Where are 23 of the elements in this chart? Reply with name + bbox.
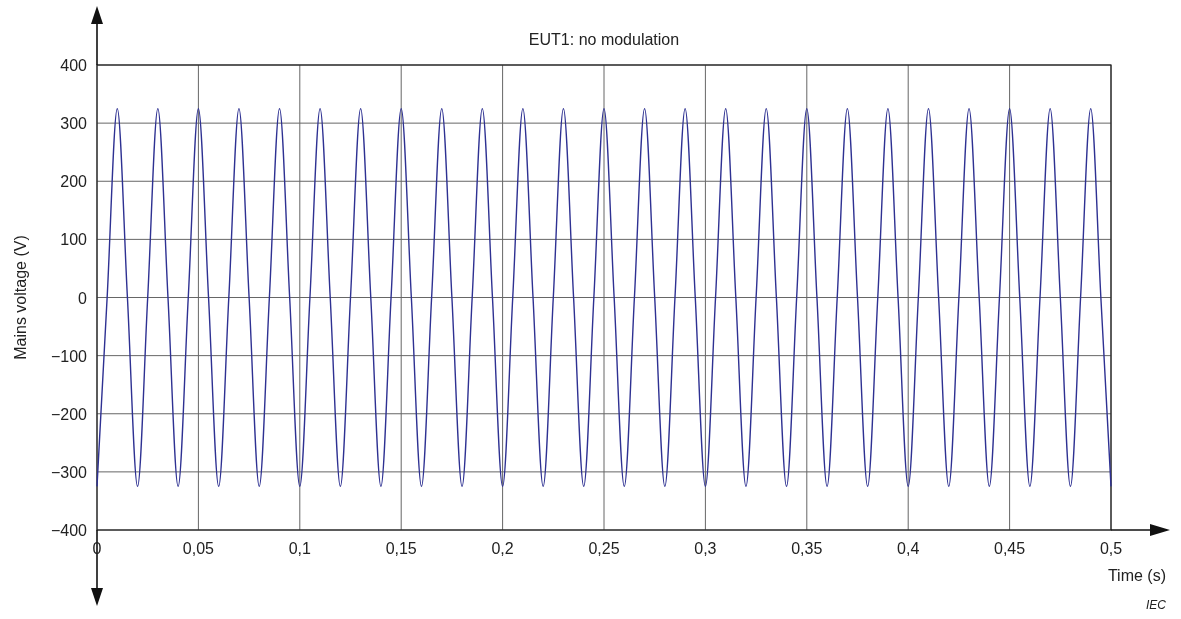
x-tick-label: 0,4 bbox=[897, 540, 920, 557]
y-tick-label: 300 bbox=[60, 115, 88, 133]
x-tick-label: 0,3 bbox=[694, 540, 717, 557]
text: IEC bbox=[1145, 598, 1167, 612]
x-tick-label: 0,15 bbox=[385, 540, 417, 557]
x-axis-title: Time (s) bbox=[1107, 567, 1166, 584]
y-tick-label: −400 bbox=[50, 522, 88, 539]
y-tick-label: −300 bbox=[50, 463, 88, 481]
x-tick-label: 0,35 bbox=[791, 540, 823, 557]
y-tick-label: 100 bbox=[60, 231, 88, 249]
x-tick-label: 0,5 bbox=[1099, 540, 1123, 557]
x-tick-label: 0,2 bbox=[491, 540, 514, 557]
x-tick-label: 0,1 bbox=[288, 540, 312, 557]
y-tick-label: 200 bbox=[60, 173, 88, 191]
y-tick-label: −200 bbox=[50, 405, 88, 423]
y-tick-label: −100 bbox=[50, 347, 88, 365]
chart-title: EUT1: no modulation bbox=[528, 31, 680, 48]
y-axis-title: Mains voltage (V) bbox=[12, 235, 29, 360]
x-tick-label: 0,25 bbox=[588, 540, 620, 557]
y-tick-label: 400 bbox=[60, 57, 88, 74]
y-tick-label: 0 bbox=[78, 289, 88, 307]
x-tick-label: 0,45 bbox=[994, 540, 1026, 557]
x-tick-label: 0,05 bbox=[182, 540, 215, 557]
